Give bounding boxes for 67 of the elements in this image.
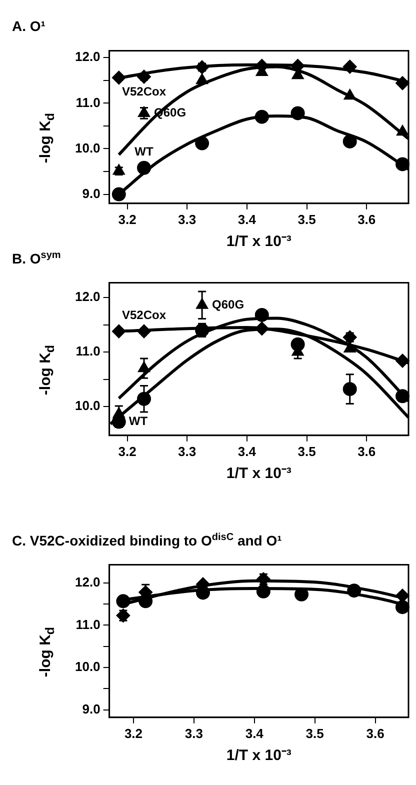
y-tick-label: 9.0 xyxy=(82,701,100,716)
x-tick-label: 3.3 xyxy=(178,212,196,227)
point xyxy=(344,342,356,352)
x-tick-label: 3.4 xyxy=(245,726,264,741)
x-tick-label: 3.2 xyxy=(124,726,143,741)
x-tick-label: 3.3 xyxy=(178,444,196,459)
point xyxy=(112,187,126,202)
y-tick-label: 9.0 xyxy=(82,186,100,201)
series-label: Q60G xyxy=(212,297,244,312)
point xyxy=(195,136,210,150)
point xyxy=(396,76,410,90)
y-tick-label: 10.0 xyxy=(74,659,100,674)
y-tick-label: 11.0 xyxy=(76,94,100,110)
x-tick-label: 3.2 xyxy=(118,444,136,459)
y-tick-label: 12.0 xyxy=(74,49,100,64)
point xyxy=(342,60,357,74)
x-axis-title: 1/T x 10⁻³ xyxy=(226,233,292,250)
x-tick-label: 3.4 xyxy=(238,444,257,459)
point xyxy=(396,124,409,136)
point xyxy=(137,324,152,338)
point xyxy=(254,322,269,336)
point xyxy=(116,594,130,608)
x-tick-label: 3.3 xyxy=(184,726,203,741)
point xyxy=(294,587,309,602)
point xyxy=(396,157,410,172)
point xyxy=(196,586,210,600)
x-tick-label: 3.5 xyxy=(298,212,316,227)
point xyxy=(344,88,356,100)
point xyxy=(290,106,305,120)
point xyxy=(395,600,410,614)
series-label: V52Cox xyxy=(122,308,166,322)
y-tick-label: 12.0 xyxy=(74,574,100,590)
series-label: V52Cox xyxy=(122,84,166,99)
point xyxy=(256,584,270,598)
chart-title: A. O¹ xyxy=(12,18,46,34)
point xyxy=(342,134,357,148)
x-tick-label: 3.2 xyxy=(118,212,136,227)
y-tick-label: 11.0 xyxy=(76,616,100,632)
point xyxy=(112,324,126,338)
x-tick-label: 3.6 xyxy=(358,212,376,227)
point xyxy=(254,110,269,124)
point xyxy=(112,70,126,85)
point xyxy=(196,73,208,84)
x-tick-label: 3.5 xyxy=(298,444,316,459)
x-tick-label: 3.6 xyxy=(366,726,384,741)
point xyxy=(137,70,152,84)
x-tick-label: 3.5 xyxy=(306,726,324,741)
chart-title: C. V52C-oxidized binding to O$^{disC}$ and O¹ xyxy=(12,532,282,549)
y-tick-label: 10.0 xyxy=(74,398,100,414)
point xyxy=(396,354,410,368)
point xyxy=(254,308,269,322)
y-tick-label: 12.0 xyxy=(74,289,100,304)
point xyxy=(137,160,152,175)
chart-title: B. O$^{sym}$ xyxy=(12,250,61,267)
point xyxy=(195,60,210,74)
series-label: WT xyxy=(134,144,154,159)
point xyxy=(396,389,410,404)
x-tick-label: 3.6 xyxy=(358,444,376,459)
x-axis-title: 1/T x 10⁻³ xyxy=(226,747,292,764)
series-label: WT xyxy=(128,414,148,428)
point xyxy=(342,330,357,344)
point xyxy=(116,608,130,623)
x-tick-label: 3.4 xyxy=(238,212,257,227)
point xyxy=(347,584,362,598)
y-tick-label: 10.0 xyxy=(74,140,100,156)
x-axis-title: 1/T x 10⁻³ xyxy=(226,465,292,482)
y-tick-label: 11.0 xyxy=(76,344,100,359)
